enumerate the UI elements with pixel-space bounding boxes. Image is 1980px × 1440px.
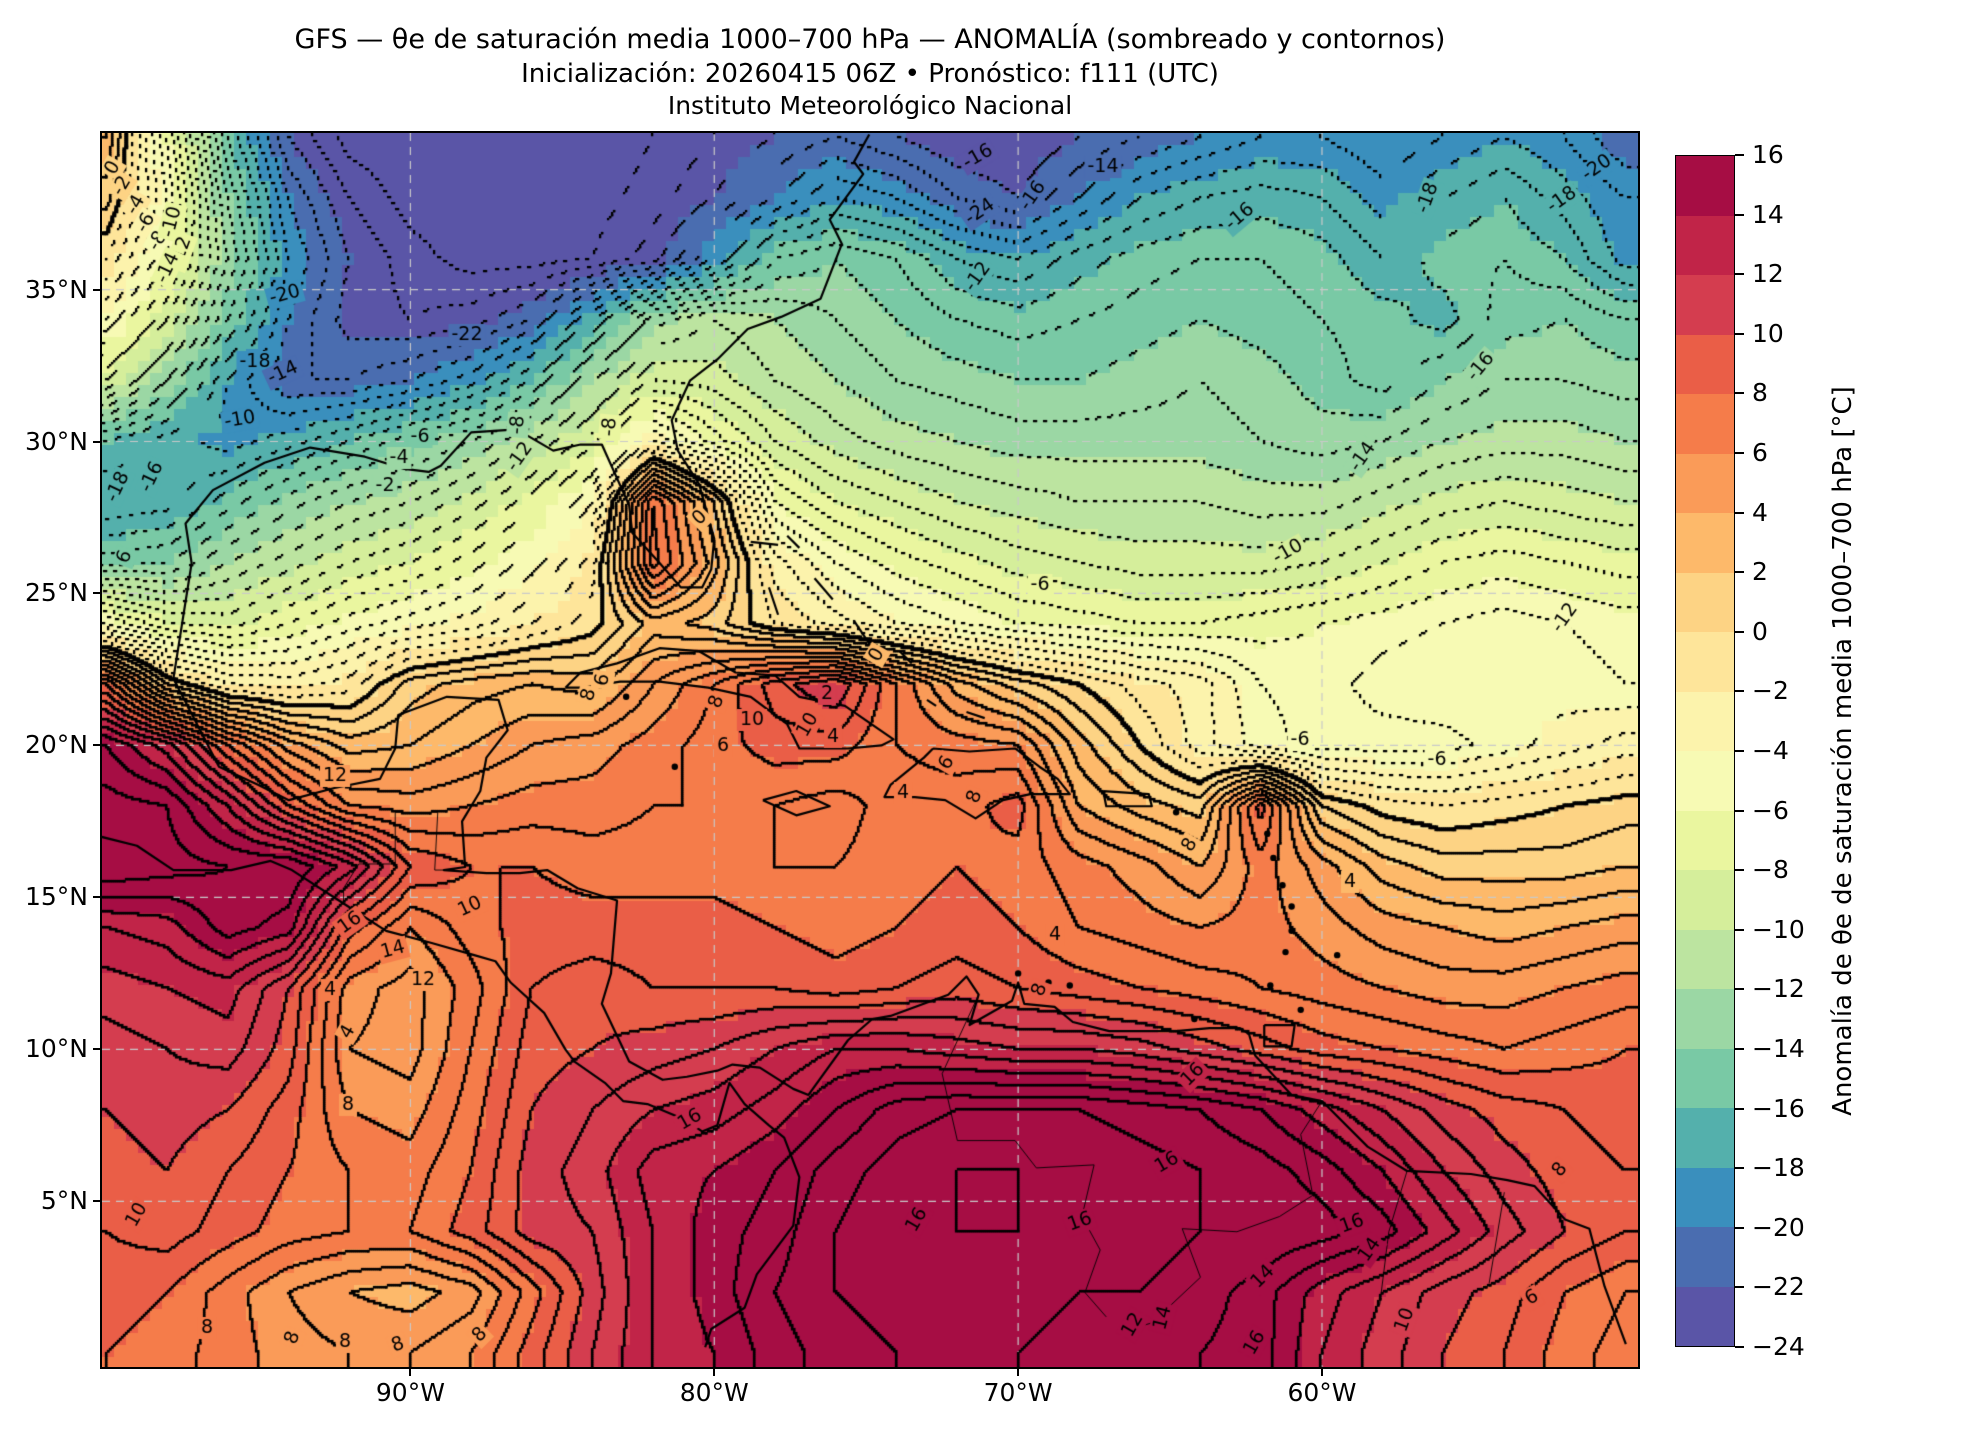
- colorbar-segment--22-to--20: [1676, 1227, 1734, 1287]
- y-tick-mark: [93, 592, 102, 595]
- colorbar-tick-label--20: −20: [1752, 1212, 1805, 1242]
- colorbar-tick-label-2: 2: [1752, 557, 1768, 587]
- x-tick-label-60w: 60°W: [1287, 1378, 1357, 1407]
- y-tick-label-15n: 15°N: [24, 882, 88, 912]
- colorbar-segment--6-to--4: [1676, 751, 1734, 811]
- colorbar-tick-label-14: 14: [1752, 199, 1784, 229]
- x-tick-mark: [409, 1367, 412, 1376]
- colorbar-tick-mark: [1735, 213, 1744, 216]
- x-tick-label-70w: 70°W: [983, 1378, 1053, 1407]
- colorbar-segment--2-to-0: [1676, 632, 1734, 692]
- colorbar-segment--20-to--18: [1676, 1167, 1734, 1227]
- colorbar-segment--4-to--2: [1676, 691, 1734, 751]
- colorbar-segment--18-to--16: [1676, 1108, 1734, 1168]
- colorbar-tick-mark: [1735, 154, 1744, 156]
- colorbar-tick-mark: [1735, 511, 1744, 514]
- y-tick-mark: [93, 744, 102, 747]
- x-tick-mark: [1320, 1367, 1323, 1376]
- y-tick-label-5n: 5°N: [40, 1186, 88, 1216]
- colorbar-tick-label-4: 4: [1752, 497, 1768, 527]
- colorbar-segment-10-to-12: [1676, 275, 1734, 335]
- chart-subtitle-init-forecast: Inicialización: 20260415 06Z • Pronóstic…: [521, 59, 1219, 89]
- y-tick-mark: [93, 1048, 102, 1051]
- colorbar-segment-0-to-2: [1676, 572, 1734, 632]
- colorbar-tick-label--12: −12: [1752, 974, 1805, 1004]
- colorbar-tick-mark: [1735, 571, 1744, 574]
- colorbar-tick-mark: [1735, 809, 1744, 812]
- y-tick-mark: [93, 1200, 102, 1203]
- colorbar-tick-label-8: 8: [1752, 378, 1768, 408]
- colorbar-segment--8-to--6: [1676, 810, 1734, 870]
- x-tick-mark: [1017, 1367, 1020, 1376]
- colorbar-segment--12-to--10: [1676, 929, 1734, 989]
- colorbar-tick-label--2: −2: [1752, 676, 1789, 706]
- colorbar-tick-mark: [1735, 392, 1744, 395]
- colorbar-tick-mark: [1735, 452, 1744, 454]
- colorbar-tick-label-10: 10: [1752, 318, 1784, 348]
- x-tick-label-90w: 90°W: [375, 1378, 445, 1407]
- colorbar-tick-mark: [1735, 1226, 1744, 1229]
- colorbar: [1675, 155, 1735, 1347]
- y-tick-mark: [93, 440, 102, 443]
- colorbar-segment-12-to-14: [1676, 215, 1734, 275]
- colorbar-tick-mark: [1735, 690, 1744, 693]
- colorbar-tick-label-12: 12: [1752, 259, 1784, 289]
- y-tick-label-10n: 10°N: [24, 1034, 88, 1064]
- colorbar-segment--14-to--12: [1676, 989, 1734, 1049]
- colorbar-tick-label-6: 6: [1752, 438, 1768, 467]
- colorbar-tick-mark: [1735, 273, 1744, 276]
- colorbar-tick-label--14: −14: [1752, 1034, 1805, 1063]
- colorbar-tick-mark: [1735, 988, 1744, 991]
- y-tick-mark: [93, 896, 102, 899]
- colorbar-segment-8-to-10: [1676, 334, 1734, 394]
- colorbar-tick-mark: [1735, 1048, 1744, 1050]
- colorbar-tick-mark: [1735, 332, 1744, 335]
- y-tick-label-35n: 35°N: [24, 274, 88, 304]
- colorbar-tick-label--18: −18: [1752, 1153, 1805, 1183]
- colorbar-tick-mark: [1735, 1107, 1744, 1110]
- colorbar-segment-2-to-4: [1676, 513, 1734, 573]
- colorbar-tick-mark: [1735, 1167, 1744, 1170]
- colorbar-tick-mark: [1735, 869, 1744, 872]
- colorbar-tick-label--6: −6: [1752, 795, 1789, 825]
- colorbar-segment--24-to--22: [1676, 1286, 1734, 1346]
- y-tick-label-25n: 25°N: [24, 578, 88, 608]
- colorbar-tick-label-16: 16: [1752, 140, 1784, 169]
- colorbar-segment-14-to-16: [1676, 156, 1734, 216]
- map-canvas: [102, 133, 1638, 1367]
- x-tick-label-80w: 80°W: [679, 1378, 749, 1407]
- colorbar-segment--10-to--8: [1676, 870, 1734, 930]
- y-tick-label-20n: 20°N: [24, 730, 88, 760]
- colorbar-segment-6-to-8: [1676, 394, 1734, 454]
- colorbar-tick-label--4: −4: [1752, 736, 1789, 765]
- colorbar-segment--16-to--14: [1676, 1048, 1734, 1108]
- colorbar-tick-label--24: −24: [1752, 1332, 1805, 1361]
- colorbar-tick-label-0: 0: [1752, 616, 1768, 646]
- colorbar-tick-mark: [1735, 928, 1744, 931]
- x-tick-mark: [713, 1367, 716, 1376]
- colorbar-tick-label--10: −10: [1752, 914, 1805, 944]
- y-tick-label-30n: 30°N: [24, 426, 88, 456]
- colorbar-tick-label--22: −22: [1752, 1272, 1805, 1302]
- chart-institution: Instituto Meteorológico Nacional: [667, 91, 1073, 120]
- colorbar-tick-label--16: −16: [1752, 1093, 1805, 1123]
- y-tick-mark: [93, 288, 102, 291]
- colorbar-tick-mark: [1735, 1286, 1744, 1289]
- colorbar-tick-mark: [1735, 750, 1744, 752]
- colorbar-segment-4-to-6: [1676, 453, 1734, 513]
- colorbar-tick-mark: [1735, 630, 1744, 633]
- chart-title: GFS — θe de saturación media 1000–700 hP…: [294, 24, 1446, 55]
- colorbar-tick-label--8: −8: [1752, 855, 1789, 885]
- colorbar-tick-mark: [1735, 1346, 1744, 1348]
